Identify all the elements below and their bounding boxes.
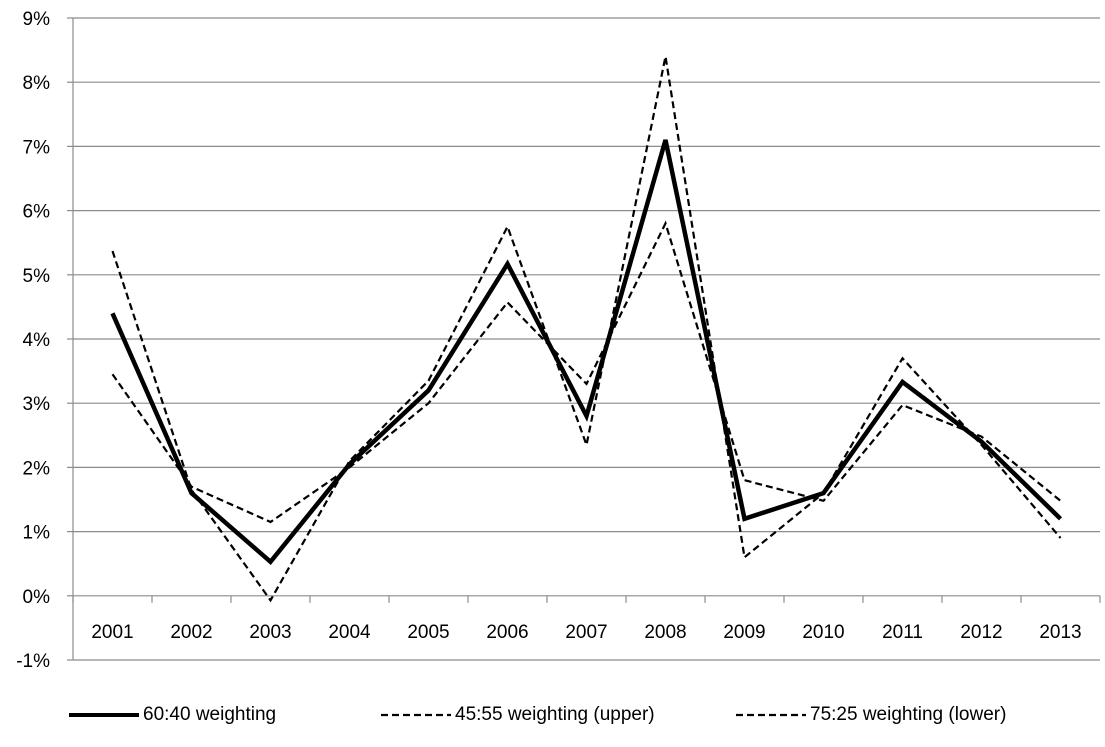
series-line-60-40-weighting [110,139,1063,566]
legend-swatch-dashed [381,710,451,720]
legend: 60:40 weighting 45:55 weighting (upper) … [0,690,1105,747]
x-tick-label: 2011 [882,622,923,643]
legend-swatch-solid [69,710,139,720]
x-tick-label: 2007 [565,622,607,643]
x-axis-tick-labels: 2001 2002 2003 2004 2005 2006 2007 2008 2009 2010… [91,622,1081,643]
x-tick-label: 2012 [960,622,1002,643]
y-tick-label: 7% [23,137,51,158]
x-tick-label: 2002 [170,622,212,643]
legend-item-45-55: 45:55 weighting (upper) [381,702,655,728]
y-tick-label: 9% [23,9,51,30]
x-tick-label: 2001 [91,622,133,643]
y-axis-tick-labels: -1% 0% 1% 2% 3% 4% 5% 6% 7% 8% 9% [16,9,50,672]
y-tick-label: -1% [16,651,50,672]
y-tick-label: 6% [23,202,51,223]
line-chart: -1% 0% 1% 2% 3% 4% 5% 6% 7% 8% 9% 2001 2002 2003 2004… [16,9,1101,672]
y-tick-label: 3% [23,394,51,415]
series-line-75-25-weighting-lower [111,220,1062,524]
y-tick-label: 1% [23,523,51,544]
x-tick-label: 2005 [407,622,449,643]
y-tick-label: 5% [23,266,51,287]
y-tick-label: 0% [23,587,51,608]
x-tick-label: 2003 [249,622,291,643]
legend-label: 45:55 weighting (upper) [455,704,655,725]
gridlines [73,17,1100,661]
legend-label: 75:25 weighting (lower) [810,704,1007,725]
x-tick-label: 2010 [802,622,844,643]
legend-swatch-dashed [736,710,806,720]
x-tick-label: 2008 [644,622,686,643]
y-tick-label: 4% [23,330,51,351]
series-lines [110,56,1063,603]
x-tick-label: 2009 [723,622,765,643]
legend-item-60-40: 60:40 weighting [69,702,276,728]
x-tick-label: 2004 [328,622,371,643]
x-tick-label: 2006 [486,622,528,643]
y-tick-label: 2% [23,458,51,479]
x-tick-label: 2013 [1039,622,1081,643]
legend-item-75-25: 75:25 weighting (lower) [736,702,1006,728]
legend-label: 60:40 weighting [143,704,277,725]
axes [67,17,1101,661]
y-tick-label: 8% [23,73,51,94]
series-line-45-55-weighting-upper [111,56,1062,603]
